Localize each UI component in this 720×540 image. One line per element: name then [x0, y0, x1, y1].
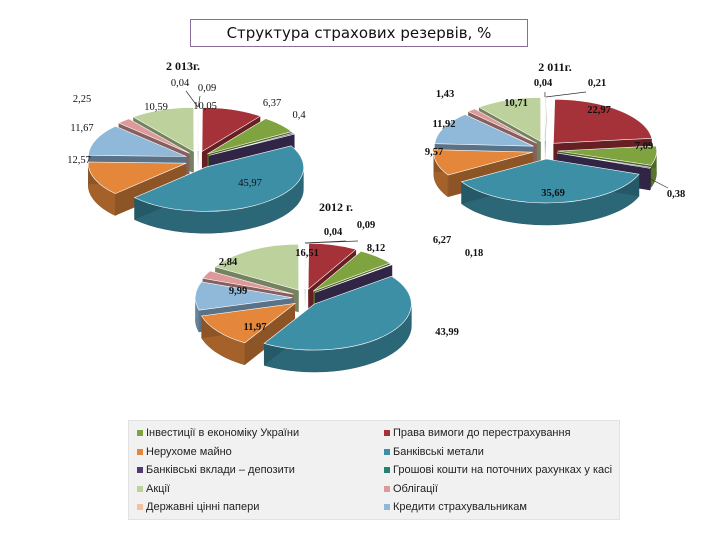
pie-title: 2 011г.	[538, 60, 571, 74]
legend: Інвестиції в економіку України Права вимо…	[128, 420, 620, 520]
pie-slice	[208, 132, 296, 156]
pie-slice	[314, 263, 393, 293]
pie-slice	[133, 145, 304, 212]
pie-slice	[307, 242, 357, 290]
pie-slice	[433, 149, 533, 176]
pie-slice	[201, 303, 297, 344]
legend-item: Кредити страхувальникам	[384, 501, 527, 513]
legend-label: Банківські метали	[393, 445, 484, 458]
data-label: 11,67	[70, 123, 93, 134]
data-label: 0,4	[292, 110, 306, 121]
pie-slice	[553, 98, 653, 144]
data-label: 0,38	[667, 189, 685, 200]
data-label: 11,97	[243, 322, 266, 333]
legend-swatch	[137, 467, 143, 473]
data-label: 0,04	[324, 227, 343, 238]
data-label: 0,21	[588, 78, 606, 89]
legend-label: Облігації	[393, 482, 438, 495]
data-label: 10,05	[193, 101, 217, 112]
data-label: 12,57	[67, 155, 91, 166]
data-label: 6,37	[263, 98, 281, 109]
legend-label: Банківські вклади – депозити	[146, 464, 295, 476]
leader-line	[185, 90, 199, 108]
pie-chart-1: 2 013г. 0,09 10,05 6,37 0,4 45,97 12,57 11,67 2,…	[67, 59, 306, 234]
pie-slice	[88, 125, 187, 157]
pie-slice	[556, 152, 652, 169]
legend-label: Грошові кошти на поточних рахунках у кас…	[393, 464, 613, 476]
data-label: 35,69	[541, 188, 565, 199]
pie-slice	[434, 114, 534, 147]
data-label: 0,04	[534, 78, 553, 89]
pie-chart-3: 2012 г. 0,09 8,12 6,27 0,18 43,99 11,97 9,99 2,8…	[195, 200, 483, 373]
legend-label: Державні цінні папери	[146, 501, 260, 513]
pie-slice	[478, 97, 542, 143]
pie-slice	[214, 243, 300, 291]
data-label: 2,25	[73, 94, 91, 105]
leader-line	[197, 95, 201, 108]
data-label: 9,99	[229, 286, 247, 297]
data-label: 0,04	[171, 78, 190, 89]
legend-item: Права вимоги до перестрахування	[384, 427, 571, 439]
legend-swatch	[384, 485, 390, 492]
pie-slice	[207, 118, 293, 155]
pie-slice	[460, 158, 640, 204]
pie-charts: 2 013г. 0,09 10,05 6,37 0,4 45,97 12,57 11,67 2,…	[67, 59, 685, 373]
legend-swatch	[384, 430, 390, 436]
pie-slice	[313, 250, 391, 292]
pie-slice	[117, 118, 190, 154]
pie-slice	[201, 107, 262, 153]
legend-swatch	[384, 504, 390, 510]
legend-swatch	[384, 448, 390, 455]
legend-swatch	[137, 485, 143, 492]
legend-label: Інвестиції в економіку України	[146, 427, 300, 439]
leader-line	[304, 240, 347, 244]
legend-label: Акції	[146, 482, 170, 495]
data-label: 16,51	[295, 248, 319, 259]
pie-title: 2 013г.	[166, 59, 200, 73]
data-label: 6,27	[433, 235, 451, 246]
legend-swatch	[137, 504, 143, 510]
legend-item: Акції	[137, 483, 170, 495]
data-label: 22,97	[587, 105, 611, 116]
pie-chart-2: 2 011г. 0,21 22,97 7,09 0,38 35,69 9,57 11,92 1,…	[425, 60, 685, 226]
data-label: 8,12	[367, 243, 385, 254]
legend-label: Кредити страхувальникам	[393, 501, 527, 513]
legend-item: Державні цінні папери	[137, 501, 259, 513]
data-label: 10,59	[144, 102, 168, 113]
pie-slice	[467, 108, 537, 144]
legend-item: Грошові кошти на поточних рахунках у кас…	[384, 464, 612, 476]
legend-item: Облігації	[384, 483, 438, 495]
data-label: 0,09	[198, 83, 216, 94]
data-label: 43,99	[435, 327, 459, 338]
pie-slice	[202, 270, 294, 295]
pie-slice	[132, 107, 195, 153]
legend-item: Нерухоме майно	[137, 446, 232, 458]
legend-label: Нерухоме майно	[146, 445, 232, 458]
pie-slice	[87, 161, 187, 194]
data-label: 9,57	[425, 147, 443, 158]
pie-slice	[263, 275, 412, 351]
pie-slice	[557, 145, 657, 166]
legend-item: Інвестиції в економіку України	[137, 427, 299, 439]
data-label: 2,84	[219, 257, 238, 268]
legend-item: Банківські метали	[384, 446, 484, 458]
legend-swatch	[137, 448, 143, 455]
leader-line	[649, 178, 669, 189]
data-label: 1,43	[436, 89, 454, 100]
data-label: 10,71	[504, 98, 528, 109]
legend-swatch	[384, 467, 390, 473]
data-label: 45,97	[238, 178, 262, 189]
data-label: 0,18	[465, 248, 483, 259]
legend-item: Банківські вклади – депозити	[137, 464, 295, 476]
data-label: 7,09	[635, 141, 653, 152]
pie-slice	[195, 281, 293, 311]
data-label: 11,92	[432, 119, 455, 130]
legend-label: Права вимоги до перестрахування	[393, 427, 571, 439]
pie-title: 2012 г.	[319, 200, 353, 214]
legend-swatch	[137, 430, 143, 436]
leader-line	[545, 91, 587, 98]
data-label: 0,09	[357, 220, 375, 231]
chart-title: Структура страхових резервів, %	[190, 19, 528, 47]
